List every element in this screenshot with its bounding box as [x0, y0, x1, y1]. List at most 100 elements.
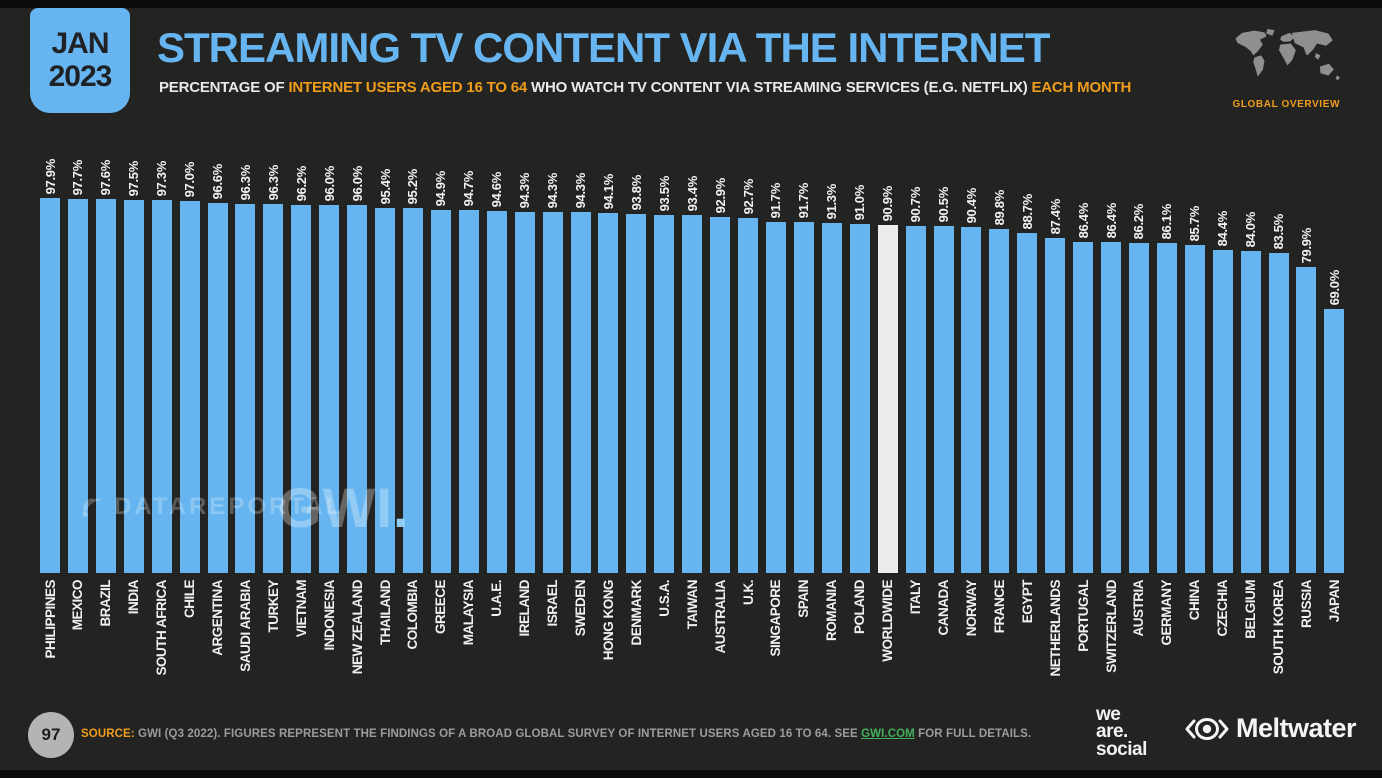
bar-value-label: 91.3%: [824, 183, 840, 219]
bar: [1101, 242, 1122, 573]
bar-value-label: 96.0%: [349, 165, 365, 201]
bar-country-label: U.A.E.: [489, 580, 505, 617]
bar-area: 94.7%: [458, 153, 479, 573]
bar-value-label: 84.0%: [1243, 211, 1259, 247]
bar-label-area: GREECE: [431, 573, 451, 698]
bar-area: 94.1%: [598, 153, 619, 573]
bar: [1073, 242, 1094, 573]
bar-value-label: 97.7%: [70, 159, 86, 195]
bar-label-area: COLOMBIA: [403, 573, 423, 698]
bar-area: 85.7%: [1184, 153, 1205, 573]
bar-country-label: HONG KONG: [600, 580, 616, 661]
bar-country-label: TURKEY: [265, 580, 281, 633]
bar-column: 97.3% SOUTH AFRICA: [151, 153, 172, 698]
bar-area: 94.9%: [430, 153, 451, 573]
subtitle: PERCENTAGE OF INTERNET USERS AGED 16 TO …: [159, 79, 1131, 96]
bar-label-area: WORLDWIDE: [878, 573, 898, 698]
bar-value-label: 94.3%: [517, 172, 533, 208]
bar-country-label: CANADA: [936, 580, 951, 636]
bar-country-label: DENMARK: [628, 580, 644, 646]
bar-area: 86.1%: [1156, 153, 1177, 573]
bar: [1324, 309, 1345, 573]
bar-value-label: 86.4%: [1075, 202, 1091, 238]
bar-label-area: CZECHIA: [1213, 573, 1233, 698]
bar-label-area: TURKEY: [263, 573, 283, 698]
bar-area: 87.4%: [1045, 153, 1066, 573]
bar-column: 92.9% AUSTRALIA: [710, 153, 731, 698]
we-are-social-line-2: are.: [1096, 721, 1128, 743]
meltwater-wordmark: Meltwater: [1236, 713, 1357, 743]
we-are-social-line-1: we: [1096, 704, 1121, 725]
bar-label-area: SWEDEN: [571, 573, 591, 698]
bar-label-area: U.K.: [738, 573, 758, 698]
bar-column: 97.9% PHILIPPINES: [40, 153, 60, 698]
bar-country-label: MALAYSIA: [461, 580, 477, 646]
bar: [319, 205, 340, 573]
gwi-link[interactable]: GWI.COM: [861, 728, 915, 740]
bar-label-area: HONG KONG: [598, 573, 618, 698]
bar-value-label: 93.4%: [684, 175, 700, 211]
bar-value-label: 94.3%: [573, 172, 589, 208]
bar-area: 90.5%: [933, 153, 954, 573]
bar-column: 94.9% GREECE: [430, 153, 451, 698]
bar-country-label: PHILIPPINES: [42, 580, 58, 659]
datareportal-icon: [82, 498, 101, 518]
subtitle-highlight-2: EACH MONTH: [1031, 79, 1132, 96]
bar: [710, 217, 731, 573]
bar-area: 90.9%: [877, 153, 898, 573]
bar-value-label: 86.1%: [1159, 203, 1175, 239]
bar-country-label: SINGAPORE: [768, 580, 784, 657]
bar-label-area: BRAZIL: [96, 573, 116, 698]
bar-area: 89.8%: [989, 153, 1010, 573]
bar: [821, 223, 842, 573]
bar-value-label: 94.9%: [433, 170, 449, 206]
meltwater-eye-icon: [1185, 717, 1229, 740]
bar-column: 85.7% CHINA: [1184, 153, 1205, 698]
bar-column: 69.0% JAPAN: [1324, 153, 1345, 698]
bar-value-label: 91.7%: [768, 182, 784, 218]
bar: [1156, 243, 1177, 573]
bar-label-area: SINGAPORE: [766, 573, 786, 698]
bar-country-label: THAILAND: [377, 580, 393, 645]
bar-country-label: GERMANY: [1159, 580, 1175, 646]
bar-label-area: JAPAN: [1324, 573, 1344, 698]
bar-country-label: PORTUGAL: [1075, 580, 1091, 652]
gwi-watermark-dot: .: [392, 476, 410, 539]
bar-column: 93.5% U.S.A.: [654, 153, 675, 698]
we-are-social-logo: we are. social: [1096, 704, 1147, 759]
bar-label-area: IRELAND: [515, 573, 535, 698]
bar-label-area: CANADA: [934, 573, 954, 698]
bar-area: 79.9%: [1296, 153, 1317, 573]
bar-label-area: SOUTH AFRICA: [152, 573, 172, 698]
bar-label-area: NEW ZEALAND: [347, 573, 367, 698]
bar-country-label: BELGIUM: [1243, 580, 1259, 639]
bar-area: 95.2%: [402, 153, 423, 573]
bars: 97.9% PHILIPPINES 97.7% MEXICO 97.6% BRAZIL 97…: [40, 153, 1345, 698]
bar-country-label: IRELAND: [517, 580, 533, 637]
subtitle-highlight-1: INTERNET USERS AGED 16 TO 64: [288, 79, 528, 96]
bar-value-label: 88.7%: [1019, 193, 1035, 229]
bar-column: 94.1% HONG KONG: [598, 153, 619, 698]
bar-column: 86.1% GERMANY: [1156, 153, 1177, 698]
bar-label-area: BELGIUM: [1241, 573, 1261, 698]
bar: [1184, 245, 1205, 573]
bar-value-label: 96.3%: [265, 164, 281, 200]
bar-value-label: 96.6%: [210, 163, 226, 199]
bar-country-label: BRAZIL: [98, 580, 114, 627]
bar-value-label: 79.9%: [1298, 227, 1314, 263]
bar: [1017, 233, 1038, 573]
bar-country-label: POLAND: [852, 580, 868, 634]
bar-country-label: CHINA: [1187, 580, 1203, 621]
bar-value-label: 90.7%: [908, 186, 924, 222]
bar: [682, 215, 703, 573]
bar-label-area: MALAYSIA: [459, 573, 479, 698]
bar: [486, 211, 507, 573]
bar-label-area: SOUTH KOREA: [1269, 573, 1289, 698]
bar-country-label: U.K.: [740, 580, 756, 605]
bar-country-label: FRANCE: [991, 580, 1007, 634]
bar-label-area: SPAIN: [794, 573, 814, 698]
bar: [1240, 251, 1261, 573]
bar-country-label: JAPAN: [1326, 580, 1342, 623]
bar-area: 93.4%: [682, 153, 703, 573]
bar-value-label: 95.2%: [405, 168, 421, 204]
